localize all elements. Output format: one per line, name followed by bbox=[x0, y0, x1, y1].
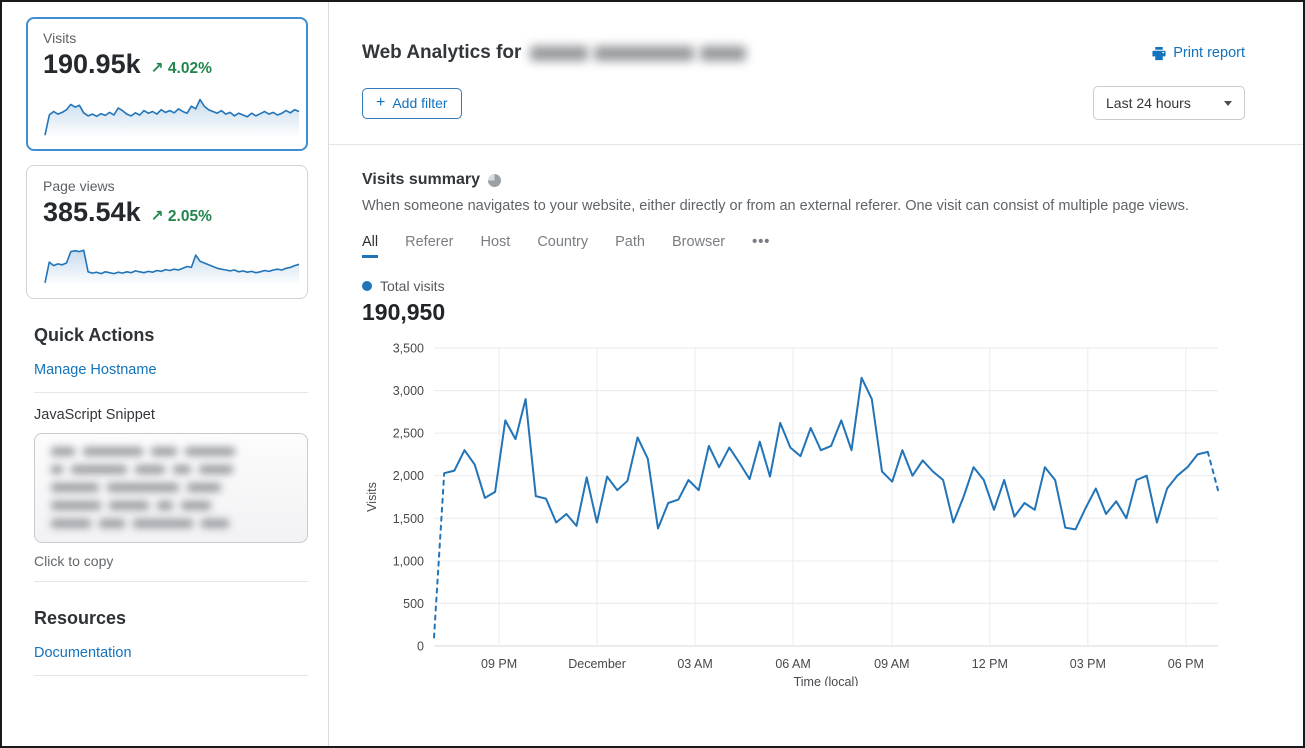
pie-chart-icon bbox=[488, 173, 501, 187]
svg-text:December: December bbox=[568, 657, 626, 671]
pageviews-sparkline bbox=[43, 234, 300, 288]
legend-dot-icon bbox=[362, 281, 372, 291]
filter-row: + Add filter Last 24 hours bbox=[362, 86, 1245, 120]
tab-path[interactable]: Path bbox=[615, 234, 645, 250]
tabs-more-button[interactable]: ••• bbox=[752, 234, 771, 250]
header-row: Web Analytics for Print report bbox=[362, 42, 1245, 64]
visits-card-value-row: 190.95k ↗ 4.02% bbox=[43, 49, 291, 80]
svg-text:3,000: 3,000 bbox=[393, 384, 424, 398]
svg-text:0: 0 bbox=[417, 640, 424, 654]
svg-text:2,000: 2,000 bbox=[393, 469, 424, 483]
svg-text:09 PM: 09 PM bbox=[481, 657, 517, 671]
visits-card-value: 190.95k bbox=[43, 49, 141, 79]
visits-summary-title: Visits summary bbox=[362, 171, 480, 188]
time-range-value: Last 24 hours bbox=[1106, 95, 1191, 111]
divider bbox=[34, 675, 308, 676]
pageviews-card-value-row: 385.54k ↗ 2.05% bbox=[43, 197, 291, 228]
tab-all[interactable]: All bbox=[362, 234, 379, 258]
tab-browser[interactable]: Browser bbox=[671, 234, 726, 250]
visits-line-chart: 0 500 1,000 1,500 2,000 2,500 3,000 3,500 09 PM D… bbox=[362, 338, 1245, 691]
redacted-code-line bbox=[51, 501, 291, 510]
svg-text:06 PM: 06 PM bbox=[1168, 657, 1204, 671]
redacted-domain bbox=[530, 45, 747, 61]
svg-text:1,500: 1,500 bbox=[393, 512, 424, 526]
pageviews-stat-card[interactable]: Page views 385.54k ↗ 2.05% bbox=[26, 165, 308, 299]
total-visits-value: 190,950 bbox=[362, 299, 446, 325]
visits-stat-card[interactable]: Visits 190.95k ↗ 4.02% bbox=[26, 17, 308, 151]
divider bbox=[329, 144, 1303, 145]
trend-up-icon: ↗ bbox=[150, 60, 164, 77]
svg-text:06 AM: 06 AM bbox=[775, 657, 810, 671]
divider bbox=[34, 581, 308, 582]
page-title-prefix: Web Analytics for bbox=[362, 42, 522, 63]
js-snippet-code-box[interactable] bbox=[34, 433, 308, 543]
javascript-snippet-label: JavaScript Snippet bbox=[34, 407, 155, 423]
documentation-link[interactable]: Documentation bbox=[34, 645, 132, 661]
visits-summary-header: Visits summary bbox=[362, 171, 1245, 189]
printer-icon bbox=[1152, 46, 1166, 60]
divider bbox=[34, 392, 308, 393]
redacted-code-line bbox=[51, 447, 291, 456]
tab-referer[interactable]: Referer bbox=[405, 234, 454, 250]
add-filter-label: Add filter bbox=[392, 94, 448, 111]
svg-text:03 AM: 03 AM bbox=[677, 657, 712, 671]
dimension-tabs: All Referer Host Country Path Browser ••… bbox=[362, 234, 1245, 258]
svg-text:3,500: 3,500 bbox=[393, 342, 424, 356]
plus-icon: + bbox=[376, 93, 386, 111]
visits-card-delta: ↗ 4.02% bbox=[151, 59, 212, 78]
pageviews-card-delta: ↗ 2.05% bbox=[151, 207, 212, 226]
main-panel: Web Analytics for Print report + Add fil… bbox=[328, 2, 1303, 746]
resources-heading: Resources bbox=[34, 608, 127, 628]
svg-text:12 PM: 12 PM bbox=[972, 657, 1008, 671]
print-report-label: Print report bbox=[1173, 45, 1245, 61]
visits-sparkline bbox=[43, 86, 300, 140]
visits-summary-description: When someone navigates to your website, … bbox=[362, 198, 1189, 214]
chart-legend: Total visits bbox=[362, 278, 1245, 294]
click-to-copy-hint: Click to copy bbox=[34, 553, 114, 569]
legend-label: Total visits bbox=[380, 278, 445, 294]
chevron-down-icon bbox=[1224, 100, 1232, 106]
pageviews-card-label: Page views bbox=[43, 178, 115, 194]
pageviews-card-value: 385.54k bbox=[43, 197, 141, 227]
page-title: Web Analytics for bbox=[362, 42, 747, 64]
tab-host[interactable]: Host bbox=[480, 234, 511, 250]
print-report-link[interactable]: Print report bbox=[1151, 45, 1245, 61]
redacted-code-line bbox=[51, 519, 291, 528]
svg-text:Time (local): Time (local) bbox=[794, 675, 859, 686]
svg-text:03 PM: 03 PM bbox=[1070, 657, 1106, 671]
svg-text:Visits: Visits bbox=[365, 482, 379, 512]
quick-actions-heading: Quick Actions bbox=[34, 325, 155, 345]
manage-hostname-link[interactable]: Manage Hostname bbox=[34, 362, 157, 378]
redacted-code-line bbox=[51, 465, 291, 474]
visits-delta-value: 4.02% bbox=[167, 60, 212, 77]
sidebar: Visits 190.95k ↗ 4.02% Page views 385.54… bbox=[2, 2, 328, 746]
svg-text:2,500: 2,500 bbox=[393, 427, 424, 441]
visits-card-label: Visits bbox=[43, 30, 77, 46]
svg-text:09 AM: 09 AM bbox=[874, 657, 909, 671]
time-range-select[interactable]: Last 24 hours bbox=[1093, 86, 1245, 120]
redacted-code-line bbox=[51, 483, 291, 492]
svg-text:1,000: 1,000 bbox=[393, 554, 424, 568]
pageviews-delta-value: 2.05% bbox=[167, 208, 212, 225]
svg-text:500: 500 bbox=[403, 597, 424, 611]
add-filter-button[interactable]: + Add filter bbox=[362, 87, 462, 119]
tab-country[interactable]: Country bbox=[537, 234, 589, 250]
trend-up-icon: ↗ bbox=[150, 208, 164, 225]
